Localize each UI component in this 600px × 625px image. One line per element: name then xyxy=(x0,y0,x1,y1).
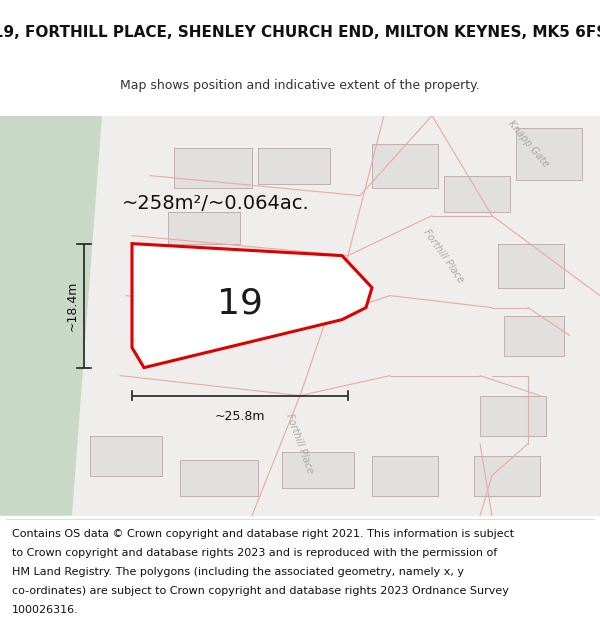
Text: 100026316.: 100026316. xyxy=(12,605,79,615)
Text: ~258m²/~0.064ac.: ~258m²/~0.064ac. xyxy=(122,194,310,213)
Polygon shape xyxy=(174,148,252,188)
Polygon shape xyxy=(0,116,600,516)
Text: Forthill Place: Forthill Place xyxy=(422,227,466,284)
Text: HM Land Registry. The polygons (including the associated geometry, namely x, y: HM Land Registry. The polygons (includin… xyxy=(12,567,464,577)
Polygon shape xyxy=(480,396,546,436)
Polygon shape xyxy=(168,212,240,244)
Polygon shape xyxy=(474,456,540,496)
Text: Forthill Place: Forthill Place xyxy=(284,412,316,475)
Polygon shape xyxy=(504,316,564,356)
Polygon shape xyxy=(372,456,438,496)
Text: co-ordinates) are subject to Crown copyright and database rights 2023 Ordnance S: co-ordinates) are subject to Crown copyr… xyxy=(12,586,509,596)
Text: 19: 19 xyxy=(217,287,263,321)
Polygon shape xyxy=(0,116,102,516)
Polygon shape xyxy=(258,148,330,184)
Polygon shape xyxy=(498,244,564,288)
Polygon shape xyxy=(372,144,438,188)
Text: 19, FORTHILL PLACE, SHENLEY CHURCH END, MILTON KEYNES, MK5 6FS: 19, FORTHILL PLACE, SHENLEY CHURCH END, … xyxy=(0,25,600,40)
Text: to Crown copyright and database rights 2023 and is reproduced with the permissio: to Crown copyright and database rights 2… xyxy=(12,548,497,558)
Polygon shape xyxy=(132,244,372,368)
Polygon shape xyxy=(516,127,582,179)
Text: Knapp Gate: Knapp Gate xyxy=(506,118,550,169)
Text: Contains OS data © Crown copyright and database right 2021. This information is : Contains OS data © Crown copyright and d… xyxy=(12,529,514,539)
Polygon shape xyxy=(282,452,354,488)
Text: ~25.8m: ~25.8m xyxy=(215,409,265,422)
Polygon shape xyxy=(90,436,162,476)
Polygon shape xyxy=(180,459,258,496)
Text: ~18.4m: ~18.4m xyxy=(65,281,79,331)
Polygon shape xyxy=(444,176,510,212)
Text: Map shows position and indicative extent of the property.: Map shows position and indicative extent… xyxy=(120,79,480,92)
